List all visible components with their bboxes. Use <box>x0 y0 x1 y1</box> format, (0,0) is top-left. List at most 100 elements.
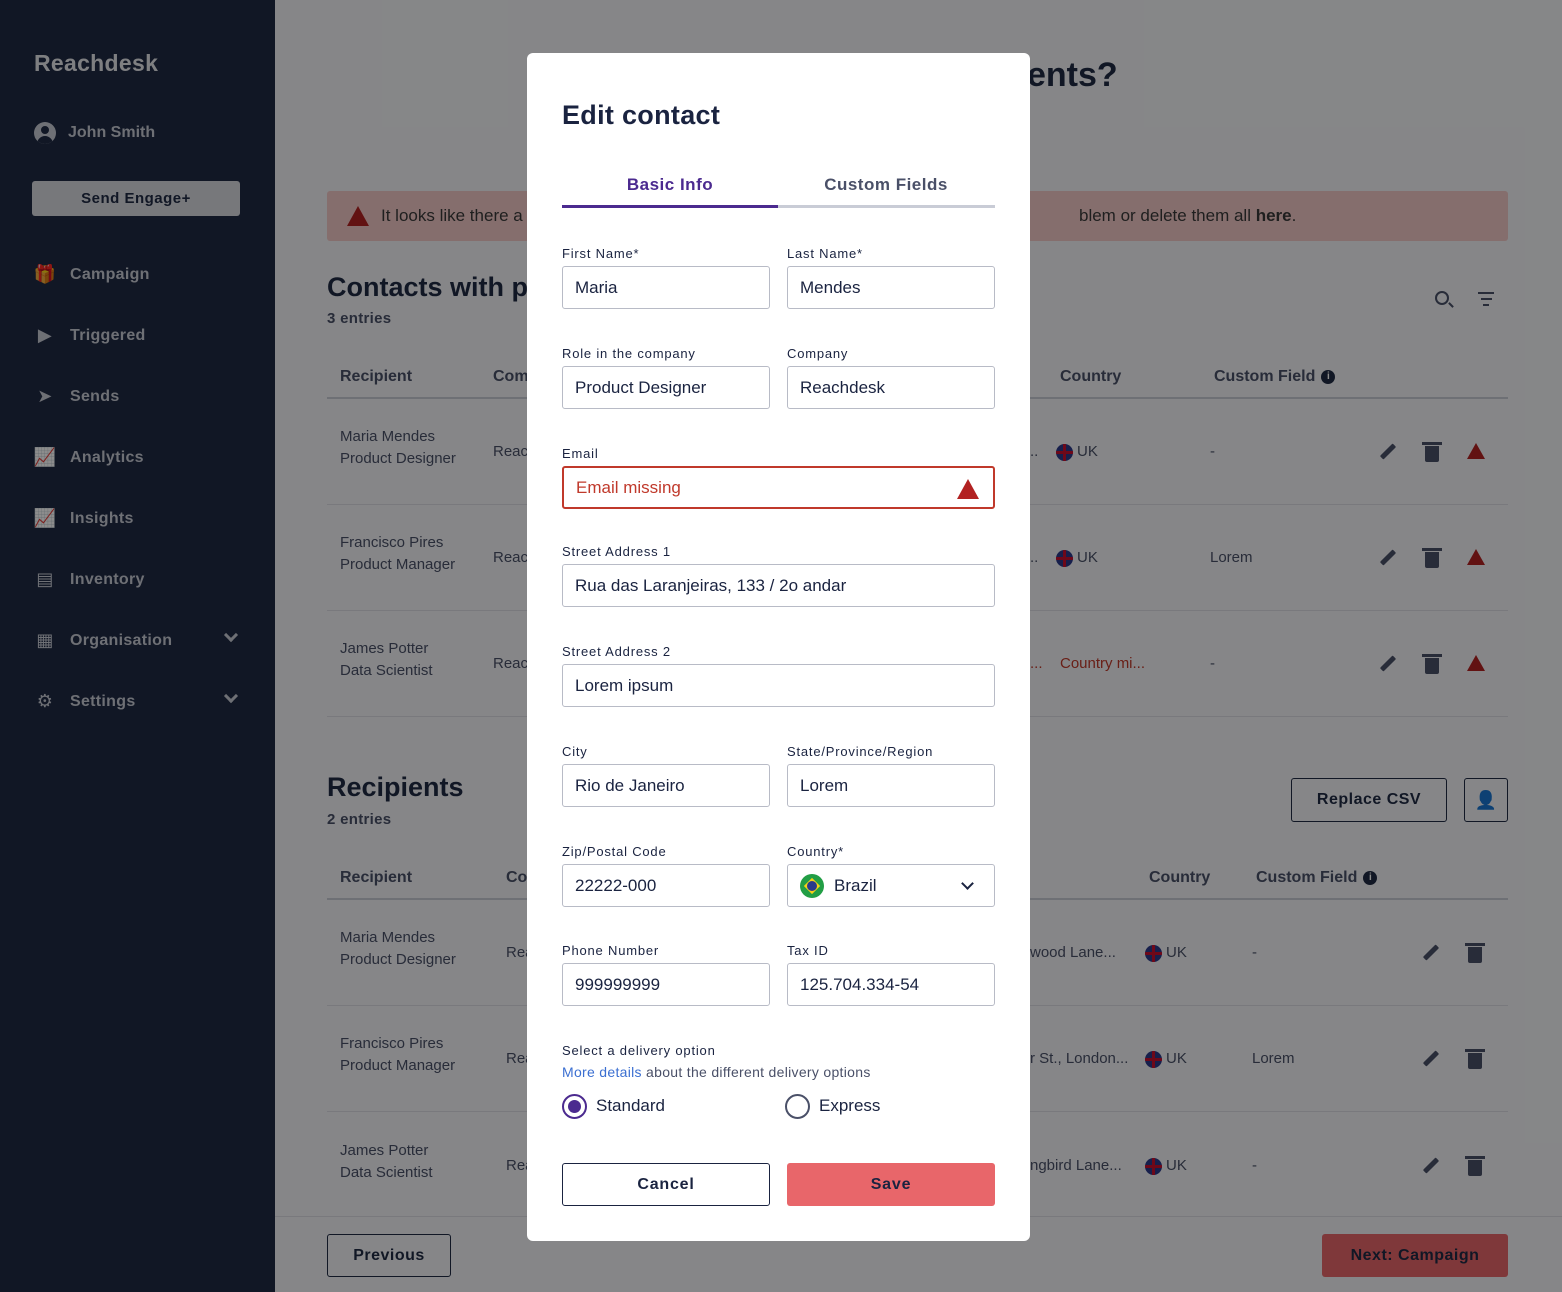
uk-flag-icon <box>1145 1157 1162 1175</box>
user-name: John Smith <box>68 124 156 141</box>
gear-icon: ⚙ <box>36 691 54 711</box>
role-field[interactable]: Product Designer <box>562 366 770 409</box>
column-header-company[interactable]: Co <box>506 869 528 886</box>
reachdesk-logo[interactable]: Reachdesk <box>34 50 159 76</box>
trash-icon[interactable] <box>1465 1049 1485 1069</box>
sidebar-item-label: Organisation <box>70 631 173 649</box>
sidebar-item-settings[interactable]: ⚙ Settings <box>34 671 244 732</box>
trash-icon[interactable] <box>1422 548 1442 568</box>
sidebar-item-insights[interactable]: 📈 Insights <box>34 488 244 549</box>
alert-here-link[interactable]: here <box>1255 206 1292 225</box>
uk-flag-icon <box>1145 1050 1162 1068</box>
add-user-button[interactable]: 👤 <box>1464 778 1508 822</box>
contacts-entries-count: 3 entries <box>327 310 392 327</box>
recipients-entries-count: 2 entries <box>327 811 392 828</box>
info-icon[interactable]: i <box>1321 369 1336 384</box>
alert-text: It looks like there a <box>381 206 523 225</box>
previous-button[interactable]: Previous <box>327 1234 451 1277</box>
add-user-icon: 👤 <box>1474 789 1498 810</box>
filter-icon[interactable] <box>1478 292 1494 310</box>
column-header-recipient[interactable]: Recipient <box>340 869 413 886</box>
warning-icon <box>347 206 369 226</box>
last-name-label: Last Name* <box>787 246 863 261</box>
trash-icon[interactable] <box>1422 654 1442 674</box>
company-cell: Rea <box>506 1050 534 1067</box>
user-profile[interactable]: John Smith <box>34 122 155 144</box>
replace-csv-button[interactable]: Replace CSV <box>1291 778 1447 822</box>
company-field[interactable]: Reachdesk <box>787 366 995 409</box>
trash-icon[interactable] <box>1465 943 1485 963</box>
street-address-2-field[interactable]: Lorem ipsum <box>562 664 995 707</box>
warning-icon[interactable] <box>1467 443 1485 459</box>
column-header-company[interactable]: Com <box>493 368 529 385</box>
column-header-country[interactable]: Country <box>1060 368 1122 385</box>
alert-text-continued: blem or delete them all here. <box>1079 206 1297 225</box>
street-address-1-field[interactable]: Rua das Laranjeiras, 133 / 2o andar <box>562 564 995 607</box>
company-cell: Reac <box>493 655 529 672</box>
trash-icon[interactable] <box>1422 442 1442 462</box>
building-icon: ▦ <box>36 630 54 650</box>
state-field[interactable]: Lorem <box>787 764 995 807</box>
save-button[interactable]: Save <box>787 1163 995 1206</box>
sidebar-item-campaign[interactable]: 🎁 Campaign <box>34 244 244 305</box>
column-header-country[interactable]: Country <box>1149 869 1211 886</box>
first-name-field[interactable]: Maria <box>562 266 770 309</box>
address-cell: r St., London... <box>1030 1050 1129 1067</box>
country-select-value: Brazil <box>834 875 877 895</box>
custom-field-cell: - <box>1210 655 1215 672</box>
country-cell: UK <box>1056 547 1098 569</box>
city-field[interactable]: Rio de Janeiro <box>562 764 770 807</box>
address-cell: wood Lane... <box>1030 944 1116 961</box>
search-icon[interactable] <box>1435 291 1449 305</box>
table-row: Francisco Pires Product Manager <box>340 1035 456 1074</box>
tax-id-field[interactable]: 125.704.334-54 <box>787 963 995 1006</box>
country-missing-cell: Country mi... <box>1060 655 1146 672</box>
country-cell: UK <box>1145 942 1187 964</box>
country-cell: UK <box>1145 1048 1187 1070</box>
sidebar-item-label: Campaign <box>70 265 150 283</box>
warning-icon[interactable] <box>1467 655 1485 671</box>
tab-custom-fields[interactable]: Custom Fields <box>824 175 948 194</box>
more-details-link[interactable]: More details <box>562 1064 642 1080</box>
radio-standard[interactable] <box>562 1094 587 1119</box>
zip-field[interactable]: 22222-000 <box>562 864 770 907</box>
company-label: Company <box>787 346 849 361</box>
uk-flag-icon <box>1056 443 1073 461</box>
table-row: James Potter Data Scientist <box>340 640 433 679</box>
sidebar-item-triggered[interactable]: ▶ Triggered <box>34 305 244 366</box>
email-field[interactable]: Email missing <box>562 466 995 509</box>
first-name-label: First Name* <box>562 246 640 261</box>
custom-field-cell: - <box>1210 443 1215 460</box>
page-title: ents? <box>1027 56 1118 94</box>
phone-field[interactable]: 999999999 <box>562 963 770 1006</box>
email-label: Email <box>562 446 599 461</box>
send-engage-button[interactable]: Send Engage+ <box>32 181 240 216</box>
sidebar-item-analytics[interactable]: 📈 Analytics <box>34 427 244 488</box>
chevron-down-icon <box>961 877 974 890</box>
sidebar-item-label: Sends <box>70 387 120 405</box>
sidebar: Reachdesk John Smith Send Engage+ 🎁 Camp… <box>0 0 275 1292</box>
custom-field-cell: - <box>1252 944 1257 961</box>
country-select[interactable]: Brazil <box>787 864 995 907</box>
trash-icon[interactable] <box>1465 1156 1485 1176</box>
sidebar-item-inventory[interactable]: ▤ Inventory <box>34 549 244 610</box>
last-name-field[interactable]: Mendes <box>787 266 995 309</box>
tab-basic-info[interactable]: Basic Info <box>626 175 714 194</box>
tab-indicator-active <box>562 205 778 208</box>
column-header-custom-field[interactable]: Custom Field i <box>1214 368 1336 386</box>
radio-standard-label[interactable]: Standard <box>596 1096 665 1115</box>
next-campaign-button[interactable]: Next: Campaign <box>1322 1234 1508 1277</box>
city-label: City <box>562 744 588 759</box>
warning-icon[interactable] <box>1467 549 1485 565</box>
sidebar-item-sends[interactable]: ➤ Sends <box>34 366 244 427</box>
radio-express-label[interactable]: Express <box>819 1096 881 1115</box>
chart-line-icon: 📈 <box>33 447 57 467</box>
radio-express[interactable] <box>785 1094 810 1119</box>
sidebar-item-organisation[interactable]: ▦ Organisation <box>34 610 244 671</box>
column-header-recipient[interactable]: Recipient <box>340 368 413 385</box>
table-row: Maria Mendes Product Designer <box>340 929 456 968</box>
info-icon[interactable]: i <box>1363 870 1378 885</box>
phone-label: Phone Number <box>562 943 660 958</box>
column-header-custom-field[interactable]: Custom Field i <box>1256 869 1378 887</box>
cancel-button[interactable]: Cancel <box>562 1163 770 1206</box>
